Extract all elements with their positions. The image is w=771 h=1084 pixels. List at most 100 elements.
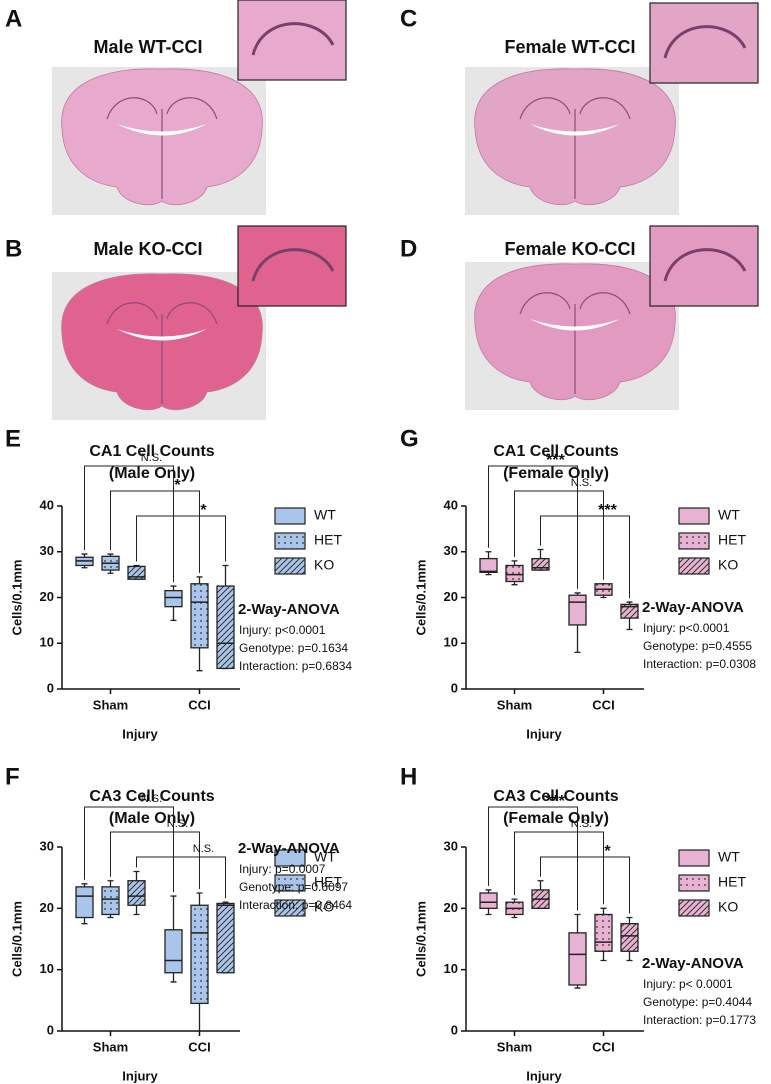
inset-hippocampus bbox=[663, 248, 747, 282]
y-tick-label: 30 bbox=[444, 543, 458, 558]
box bbox=[620, 923, 639, 952]
panel-letter: F bbox=[5, 763, 20, 790]
significance-bracket bbox=[136, 515, 226, 562]
inset-image bbox=[649, 2, 759, 84]
legend-swatch bbox=[678, 849, 710, 867]
chart-title: CA3 Cell Counts bbox=[89, 788, 214, 805]
significance-bracket bbox=[84, 806, 174, 893]
inset-hippocampus bbox=[663, 25, 747, 59]
significance-bracket bbox=[488, 806, 578, 911]
panel-letter: B bbox=[5, 235, 22, 262]
x-axis-label: Injury bbox=[122, 726, 158, 741]
x-tick-label: Sham bbox=[93, 1039, 128, 1054]
box bbox=[531, 557, 550, 571]
stats-line: Interaction: p=0.8464 bbox=[239, 898, 352, 912]
legend-label: HET bbox=[718, 532, 746, 548]
significance-label: N.S. bbox=[141, 452, 162, 464]
box bbox=[479, 892, 498, 909]
y-tick-label: 10 bbox=[40, 635, 54, 650]
box bbox=[594, 913, 613, 952]
significance-label: * bbox=[200, 502, 207, 519]
y-tick-label: 20 bbox=[40, 589, 54, 604]
x-tick-label: CCI bbox=[188, 697, 210, 712]
legend-swatch bbox=[678, 874, 710, 892]
legend-swatch bbox=[678, 507, 710, 525]
legend-swatch bbox=[274, 507, 306, 525]
significance-bracket bbox=[514, 490, 604, 580]
significance-label: *** bbox=[598, 502, 617, 519]
box bbox=[505, 564, 524, 583]
panel-letter: E bbox=[5, 425, 21, 452]
y-axis-label: Cells/0.1mm bbox=[413, 901, 428, 977]
chart-title: (Female Only) bbox=[503, 465, 609, 482]
y-tick-label: 0 bbox=[451, 680, 458, 695]
significance-label: N.S. bbox=[193, 843, 214, 855]
x-tick-label: Sham bbox=[497, 697, 532, 712]
stats-line: Interaction: p=0.0308 bbox=[643, 657, 756, 671]
inset-hippocampus bbox=[251, 248, 335, 282]
y-tick-label: 30 bbox=[444, 838, 458, 853]
panel-letter: D bbox=[400, 235, 417, 262]
panel-letter: G bbox=[400, 425, 419, 452]
stats-line: Injury: p<0.0001 bbox=[643, 621, 730, 635]
legend-label: WT bbox=[314, 507, 336, 523]
legend-label: WT bbox=[718, 507, 740, 523]
panel-letter: A bbox=[5, 5, 22, 32]
y-tick-label: 0 bbox=[451, 1022, 458, 1037]
y-tick-label: 0 bbox=[47, 680, 54, 695]
box bbox=[216, 585, 235, 670]
image-title: Female WT-CCI bbox=[504, 37, 635, 57]
ventricle bbox=[117, 329, 207, 341]
significance-label: *** bbox=[546, 793, 565, 810]
x-axis-label: Injury bbox=[122, 1068, 158, 1083]
legend-label: KO bbox=[718, 899, 738, 915]
legend-label: HET bbox=[314, 874, 342, 890]
stats-title: 2-Way-ANOVA bbox=[238, 601, 340, 618]
chart-title: (Male Only) bbox=[109, 465, 195, 482]
box bbox=[164, 929, 183, 974]
legend-label: KO bbox=[314, 557, 334, 573]
significance-bracket bbox=[514, 831, 604, 905]
box bbox=[620, 603, 639, 619]
significance-bracket bbox=[488, 465, 578, 589]
legend-swatch bbox=[274, 874, 306, 892]
box bbox=[164, 589, 183, 608]
y-tick-label: 40 bbox=[444, 497, 458, 512]
significance-bracket bbox=[84, 465, 174, 583]
stats-line: Injury: p=0.0007 bbox=[239, 862, 326, 876]
y-axis-label: Cells/0.1mm bbox=[413, 560, 428, 636]
significance-bracket bbox=[136, 856, 226, 899]
box bbox=[101, 886, 120, 916]
stats-title: 2-Way-ANOVA bbox=[642, 955, 744, 972]
significance-label: * bbox=[174, 477, 181, 494]
legend-swatch bbox=[274, 532, 306, 550]
hippocampus bbox=[519, 292, 631, 394]
stats-line: Genotype: p=0.4044 bbox=[643, 995, 752, 1009]
image-title: Male WT-CCI bbox=[93, 37, 202, 57]
y-axis-label: Cells/0.1mm bbox=[9, 901, 24, 977]
inset-image bbox=[237, 225, 347, 307]
legend-swatch bbox=[678, 532, 710, 550]
stats-line: Genotype: p=0.1634 bbox=[239, 641, 348, 655]
image-title: Female KO-CCI bbox=[504, 239, 635, 259]
y-axis-label: Cells/0.1mm bbox=[9, 560, 24, 636]
box bbox=[75, 886, 94, 919]
ventricle bbox=[530, 319, 620, 331]
chart-title: CA1 Cell Counts bbox=[89, 443, 214, 460]
box bbox=[127, 880, 146, 906]
box bbox=[216, 902, 235, 974]
box bbox=[190, 583, 209, 649]
significance-bracket bbox=[110, 831, 200, 889]
significance-label: N.S. bbox=[167, 818, 188, 830]
y-tick-label: 30 bbox=[40, 543, 54, 558]
ventricle bbox=[117, 124, 207, 136]
legend-label: HET bbox=[314, 532, 342, 548]
x-tick-label: CCI bbox=[592, 1039, 614, 1054]
legend-swatch bbox=[274, 899, 306, 917]
legend-swatch bbox=[678, 899, 710, 917]
stats-line: Injury: p< 0.0001 bbox=[643, 977, 733, 991]
stats-line: Interaction: p=0.1773 bbox=[643, 1013, 756, 1027]
stats-line: Interaction: p=0.6834 bbox=[239, 659, 352, 673]
legend-label: WT bbox=[718, 849, 740, 865]
